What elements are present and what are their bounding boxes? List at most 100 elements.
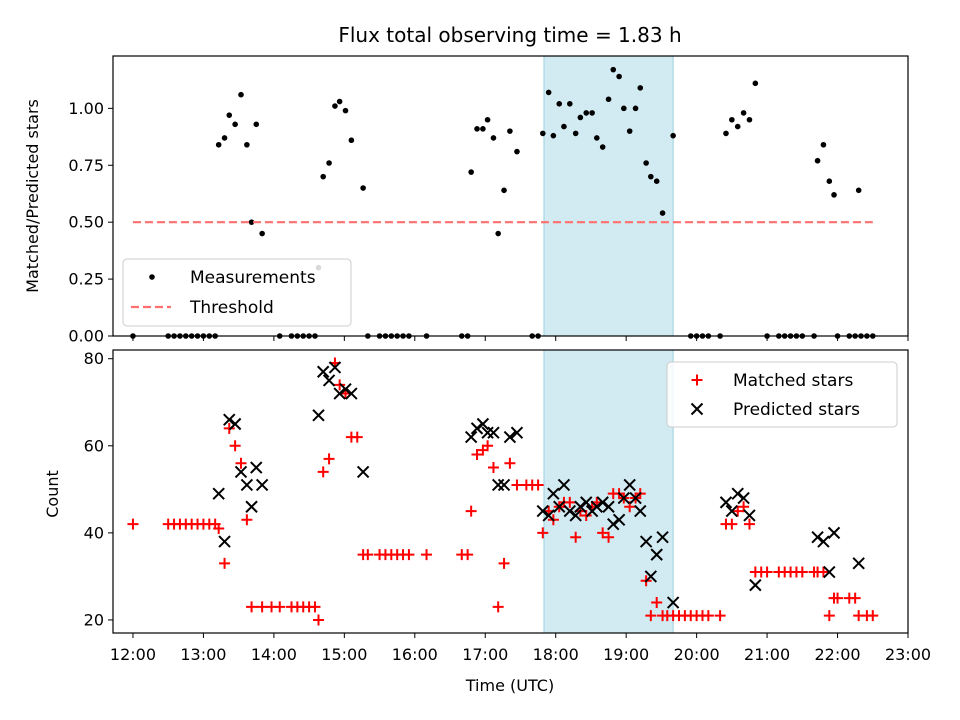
data-point [323, 453, 335, 465]
data-point [240, 478, 254, 492]
data-point [339, 382, 352, 396]
data-point [476, 417, 490, 431]
data-point [253, 121, 260, 128]
data-point [542, 509, 555, 522]
data-point [497, 478, 511, 492]
data-point [650, 548, 663, 561]
data-point [867, 610, 879, 622]
legend-label-matched: Matched stars [733, 371, 853, 391]
data-point [470, 422, 484, 435]
data-point [556, 101, 563, 107]
data-point [468, 169, 474, 175]
data-point [487, 426, 500, 439]
data-point [577, 114, 584, 121]
data-point [737, 491, 750, 505]
data-point [723, 130, 729, 137]
data-point [537, 527, 549, 539]
data-point [322, 374, 336, 387]
data-point [328, 361, 342, 374]
data-point [607, 517, 620, 531]
data-point [320, 173, 326, 180]
data-point [241, 514, 253, 526]
data-point [539, 130, 546, 137]
data-point [740, 110, 747, 116]
legend-label-measurements: Measurements [190, 268, 316, 288]
data-point [714, 610, 726, 622]
y-tick-label: 0.75 [68, 156, 104, 175]
data-point [589, 110, 595, 116]
data-point [670, 132, 676, 139]
data-point [605, 96, 612, 103]
data-point [726, 518, 738, 530]
data-point [480, 126, 486, 132]
data-point [743, 518, 755, 530]
data-point [796, 566, 808, 578]
x-tick-label: 13:00 [180, 645, 226, 664]
data-point [326, 160, 332, 166]
data-point [557, 478, 571, 492]
data-point [596, 496, 609, 509]
data-point [603, 531, 615, 543]
data-point [351, 431, 363, 443]
legend-box [666, 361, 898, 428]
data-point [255, 478, 269, 492]
data-point [827, 526, 841, 540]
data-point [348, 137, 355, 144]
data-point [274, 601, 286, 613]
data-point [232, 121, 238, 128]
data-point [583, 110, 590, 116]
legend-marker-matched [691, 374, 703, 386]
series-matched-stars [127, 357, 879, 626]
data-point [659, 210, 666, 216]
data-point [545, 89, 552, 96]
y-tick-label: 60 [84, 436, 104, 455]
highlight-span [543, 349, 674, 634]
data-point [215, 141, 222, 148]
data-point [749, 578, 762, 592]
y-tick-label: 80 [84, 349, 104, 368]
data-point [213, 523, 225, 535]
data-point [360, 185, 366, 191]
data-point [719, 496, 733, 509]
x-tick-label: 21:00 [744, 645, 790, 664]
legend-marker-measurements [149, 274, 155, 280]
x-tick-label: 14:00 [251, 645, 297, 664]
bottom-panel: 20 40 60 80 12:00 13:00 14:00 15:00 16:00 17:00 18… [84, 349, 931, 664]
data-point [495, 230, 501, 237]
data-point [464, 430, 478, 444]
data-point [632, 105, 639, 112]
legend-box [122, 258, 352, 327]
bottom-y-axis-label: Count [43, 470, 62, 518]
data-point [643, 160, 649, 166]
data-point [226, 112, 233, 118]
data-point [333, 387, 346, 400]
data-point [482, 440, 494, 452]
data-point [332, 103, 338, 109]
data-point [823, 565, 836, 579]
data-point [244, 141, 250, 148]
plot-frame [112, 55, 909, 337]
data-point [623, 478, 636, 492]
x-tick-label: 20:00 [674, 645, 720, 664]
data-point [490, 135, 497, 141]
data-point [259, 230, 265, 237]
y-tick-label: 0.50 [68, 213, 104, 232]
data-point [656, 531, 669, 544]
data-point [599, 144, 606, 150]
data-point [223, 413, 236, 426]
data-point [223, 422, 235, 434]
highlight-span [543, 55, 674, 337]
data-point [553, 500, 566, 513]
data-point [639, 535, 653, 548]
data-point [569, 509, 582, 522]
data-point [590, 500, 604, 513]
data-point [572, 130, 579, 137]
data-point [610, 66, 617, 73]
data-point [532, 479, 544, 491]
data-point [634, 504, 647, 518]
data-point [481, 426, 494, 439]
y-tick-label: 0.00 [68, 327, 104, 346]
data-point [316, 365, 330, 378]
data-point [238, 91, 244, 98]
data-point [487, 462, 499, 474]
